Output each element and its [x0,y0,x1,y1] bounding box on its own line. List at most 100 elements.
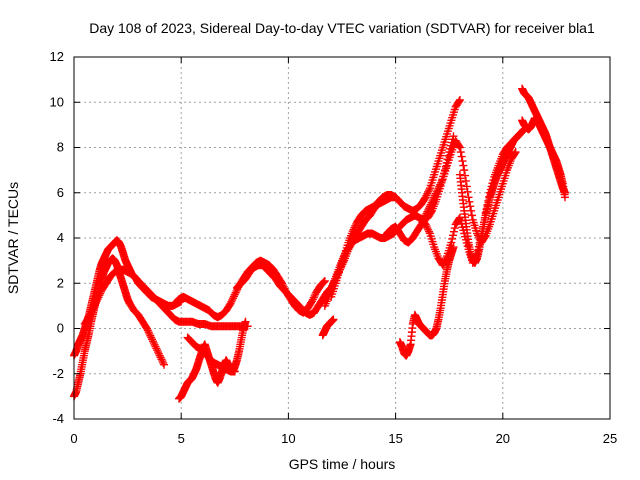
data-point [86,309,95,318]
data-point [429,195,438,204]
x-tick-label: 0 [70,431,77,446]
data-point [310,291,319,300]
data-point [426,200,435,209]
data-point [89,304,98,313]
x-tick-label: 25 [603,431,617,446]
x-axis-label: GPS time / hours [289,456,396,472]
data-point [160,360,169,369]
data-point [432,187,441,196]
data-point [85,313,94,322]
data-point [436,180,445,189]
y-tick-label: -4 [52,411,64,426]
data-point [91,298,100,307]
data-point [421,220,430,229]
data-point [437,178,446,187]
data-point [351,221,360,230]
data-point [148,335,157,344]
data-point [90,302,99,311]
x-tick-label: 5 [178,431,185,446]
data-point [421,193,430,202]
data-point [320,276,329,285]
data-point [308,295,317,304]
series-track-13 [518,114,569,202]
data-point [424,225,433,234]
data-point [425,202,434,211]
grid-lines [74,57,610,419]
series-track-9 [383,136,520,247]
data-point [228,295,237,304]
data-point [458,157,467,166]
data-point [439,259,448,268]
data-point [455,143,464,152]
data-point [231,288,240,297]
series-track-11 [455,125,529,267]
data-point [460,166,469,175]
data-point [338,254,347,263]
y-tick-label: -2 [52,366,64,381]
data-point [423,189,432,198]
data-point [147,333,156,342]
data-point [466,202,475,211]
data-point [143,326,152,335]
data-point [462,182,471,191]
data-point [87,307,96,316]
data-point [560,193,569,202]
data-point [434,184,443,193]
data-point [340,251,349,260]
data-point [158,357,167,366]
data-point [319,277,328,286]
data-point [95,291,104,300]
data-point [91,300,100,309]
data-point [423,224,432,233]
data-point [461,176,470,185]
data-point [96,289,105,298]
data-point [424,187,433,196]
data-point [227,297,236,306]
data-point [511,148,520,157]
data-point [145,329,154,338]
data-point [449,231,458,240]
y-tick-label: 10 [50,94,64,109]
y-axis-label: SDTVAR / TECUs [5,182,21,294]
y-tick-label: 0 [57,321,64,336]
data-point [155,351,164,360]
data-point [154,349,163,358]
data-point [349,225,358,234]
x-tick-label: 15 [388,431,402,446]
data-point [510,149,519,158]
data-point [435,182,444,191]
data-point [153,346,162,355]
data-point [455,142,464,151]
data-point [449,132,458,141]
data-point [88,305,97,314]
data-point [425,186,434,195]
data-point [422,222,431,231]
data-point [151,342,160,351]
data-point [157,355,166,364]
data-point [309,293,318,302]
axis-ticks: 0 5 10 15 20 25 -4 -2 0 2 4 6 8 10 12 [50,49,618,446]
data-point [461,171,470,180]
data-point [455,95,464,104]
data-point [422,209,431,218]
data-point [464,193,473,202]
data-point [94,293,103,302]
data-point [425,227,434,236]
data-point [431,191,440,200]
y-tick-label: 4 [57,230,64,245]
data-point [433,186,442,195]
data-point [467,206,476,215]
data-point [425,204,434,213]
data-point [449,243,458,252]
data-point [307,297,316,306]
data-point [459,161,468,170]
data-point [447,238,456,247]
data-point [450,224,459,233]
data-point [431,189,440,198]
data-point [449,227,458,236]
data-point [329,315,338,324]
y-tick-label: 2 [57,275,64,290]
data-point [348,227,357,236]
data-point [455,97,464,106]
